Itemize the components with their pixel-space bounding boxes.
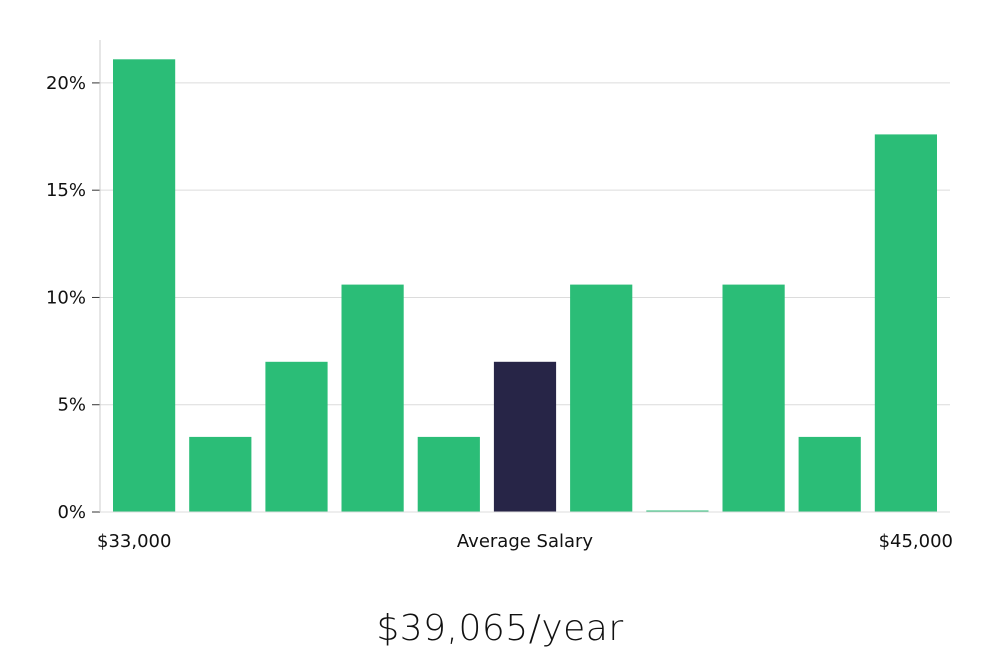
bars [113, 59, 937, 513]
bar-3 [265, 361, 328, 512]
axes [92, 40, 950, 513]
bar-1 [113, 59, 176, 513]
y-tick-label-10: 10% [46, 287, 86, 308]
bar-11 [874, 134, 937, 512]
x-max-label: $45,000 [879, 531, 953, 552]
bar-highlighted-6 [493, 361, 557, 512]
bar-4 [341, 284, 404, 512]
salary-distribution-chart: $33,000 Average Salary $45,000 0% 5% 10% 15… [46, 40, 953, 552]
y-tick-label-20: 20% [46, 73, 86, 94]
x-min-label: $33,000 [97, 531, 171, 552]
bar-5 [417, 436, 480, 512]
bar-7 [570, 284, 633, 512]
bar-8 [646, 510, 709, 512]
y-tick-label-5: 5% [57, 395, 86, 416]
bar-10 [798, 436, 861, 512]
average-salary-value: $39,065/year [376, 608, 624, 649]
bar-9 [722, 284, 785, 512]
y-tick-label-0: 0% [57, 502, 86, 523]
y-tick-label-15: 15% [46, 180, 86, 201]
labels: $33,000 Average Salary $45,000 0% 5% 10% 15… [46, 73, 953, 552]
average-salary-label: Average Salary [457, 531, 594, 552]
grid-lines [100, 82, 950, 406]
bar-2 [189, 436, 252, 512]
